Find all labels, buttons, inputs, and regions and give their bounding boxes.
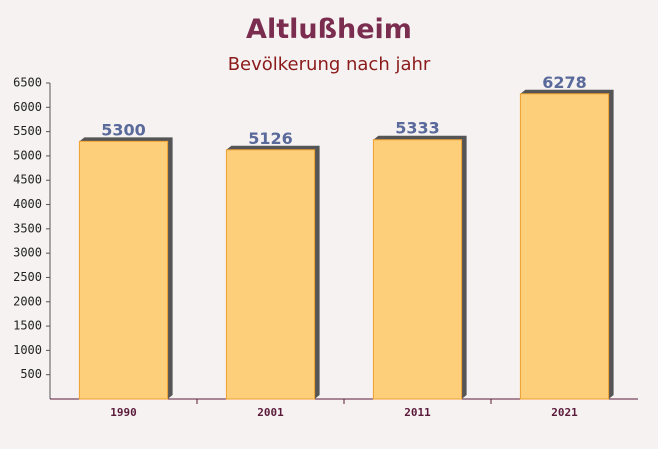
y-tick-label: 1500: [13, 319, 42, 333]
bar: [78, 140, 169, 400]
bar: [225, 149, 316, 400]
y-tick-label: 4000: [13, 197, 42, 211]
chart-title: Altlußheim: [246, 14, 412, 45]
value-label: 6278: [542, 73, 587, 92]
y-tick-label: 2500: [13, 270, 42, 284]
x-tick-label: 1990: [110, 406, 137, 419]
bar: [519, 93, 610, 400]
y-tick-label: 1000: [13, 343, 42, 357]
y-tick-label: 5000: [13, 148, 42, 162]
x-tick-label: 2001: [257, 406, 284, 419]
y-tick-label: 5500: [13, 124, 42, 138]
value-label: 5300: [101, 120, 146, 139]
value-label: 5333: [395, 119, 440, 138]
y-tick-label: 4500: [13, 173, 42, 187]
y-tick-label: 6500: [13, 76, 42, 90]
value-label: 5126: [248, 129, 293, 148]
y-tick-label: 2000: [13, 294, 42, 308]
x-tick-label: 2021: [551, 406, 578, 419]
bar: [372, 139, 463, 400]
y-tick-label: 3500: [13, 221, 42, 235]
y-tick-label: 6000: [13, 100, 42, 114]
x-tick-label: 2011: [404, 406, 431, 419]
y-tick-label: 3000: [13, 246, 42, 260]
y-tick-label: 500: [20, 367, 42, 381]
chart-subtitle: Bevölkerung nach jahr: [228, 54, 431, 75]
